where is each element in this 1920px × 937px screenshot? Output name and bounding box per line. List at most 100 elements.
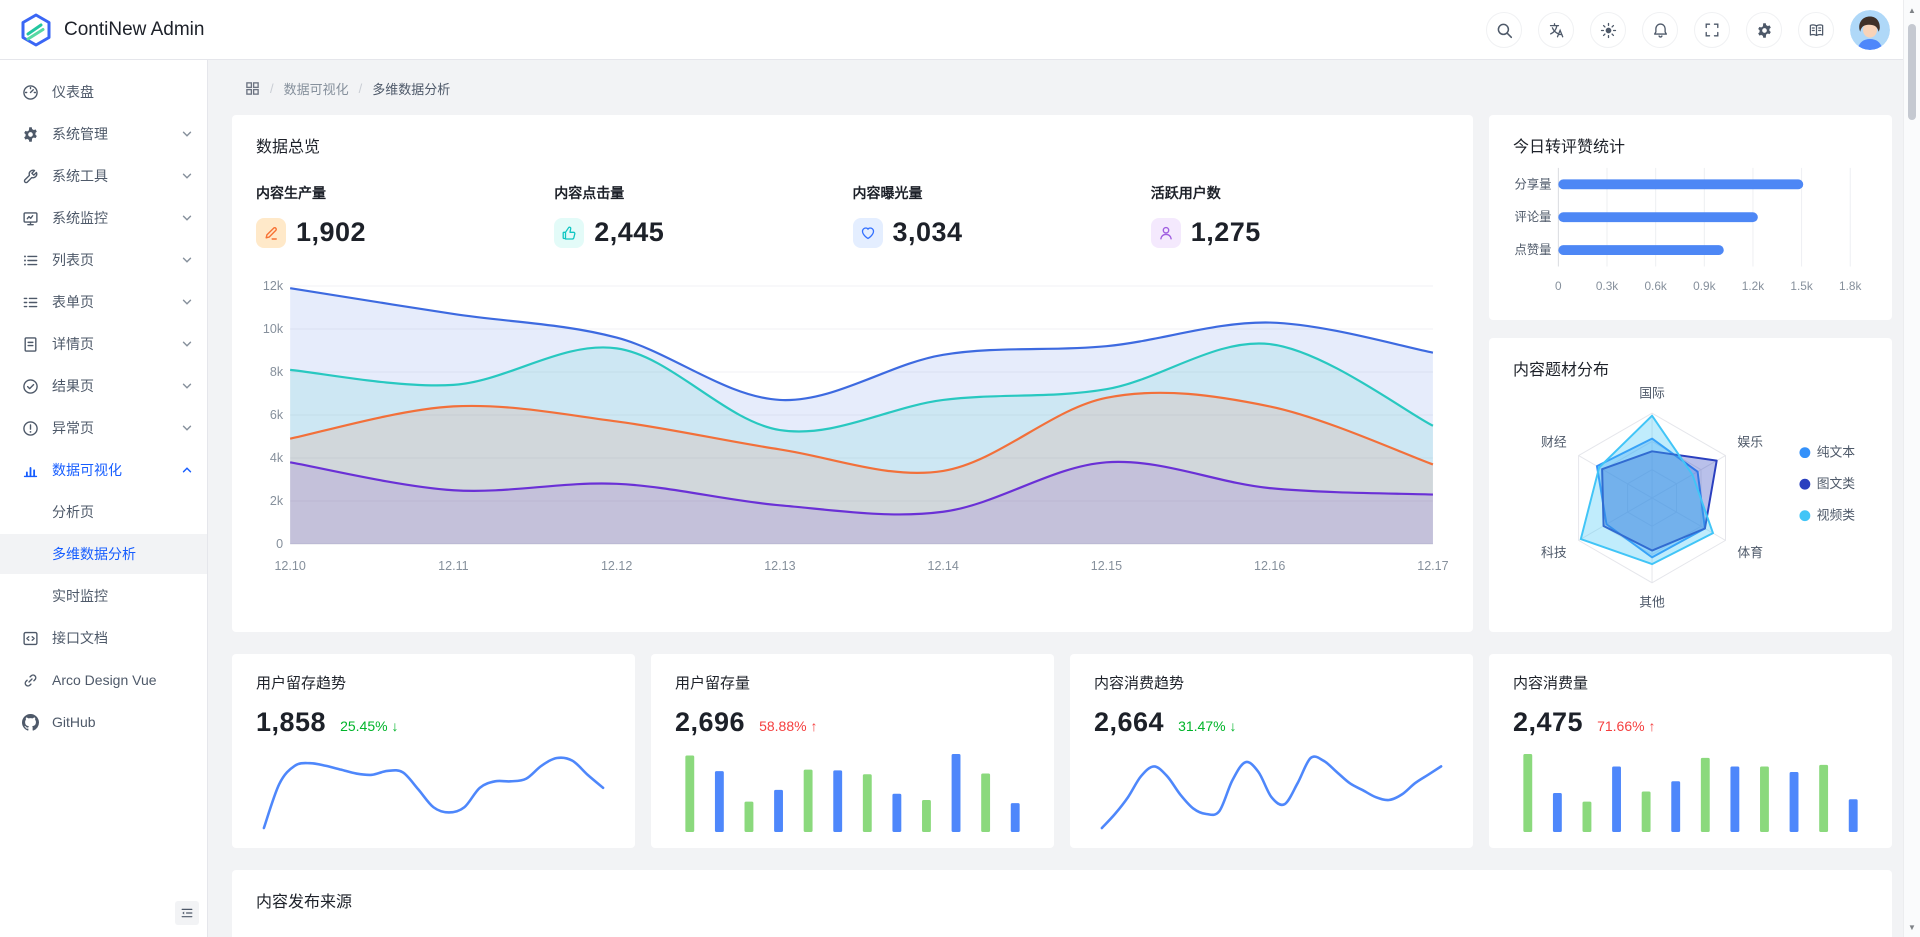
sidebar-item-github[interactable]: GitHub [0,702,207,742]
svg-text:12.14: 12.14 [927,559,958,573]
code-square-icon [22,630,39,647]
svg-text:12.15: 12.15 [1091,559,1122,573]
breadcrumb-item-current: 多维数据分析 [372,81,451,97]
app-header: ContiNew Admin [0,0,1920,60]
breadcrumb-item[interactable]: 数据可视化 [283,81,349,97]
sidebar-item-list-pages[interactable]: 列表页 [0,240,207,280]
sidebar-item-label: 系统监控 [52,210,108,226]
svg-text:6k: 6k [270,408,284,422]
breadcrumb-separator: / [358,80,363,96]
sidebar-item-label: 详情页 [52,336,94,352]
sidebar-item-label: 系统管理 [52,126,108,142]
right-panel: 今日转评赞统计 0 0.3k 0.6k 0.9k 1.2k 1.5k 1.8k 分享量 评论量点… [1489,115,1892,632]
monitor-icon [22,210,39,227]
svg-text:12.16: 12.16 [1254,559,1285,573]
svg-text:图文类: 图文类 [1817,476,1856,491]
kpi-card-retention-volume: 用户留存量 2,696 58.88% ↑ [651,654,1054,848]
sidebar-item-label: 接口文档 [52,630,108,646]
sidebar-item-label: 数据可视化 [52,462,122,478]
scroll-up-arrow[interactable]: ▲ [1908,5,1916,15]
page-scrollbar[interactable]: ▲ ▼ [1903,0,1920,937]
kpi-bar-chart[interactable] [1513,748,1868,836]
sidebar-item-system-monitor[interactable]: 系统监控 [0,198,207,238]
translate-button[interactable] [1538,12,1574,48]
stat-label: 内容生产量 [256,185,326,201]
stat-value: 2,445 [594,217,665,247]
search-button[interactable] [1486,12,1522,48]
form-icon [22,294,39,311]
svg-text:0: 0 [1555,279,1562,293]
scrollbar-thumb[interactable] [1908,24,1916,120]
svg-text:国际: 国际 [1639,385,1665,400]
sidebar-collapse-button[interactable] [175,901,199,925]
kpi-line-chart[interactable] [1094,748,1449,836]
fullscreen-button[interactable] [1694,12,1730,48]
sidebar-item-arco-design-vue[interactable]: Arco Design Vue [0,660,207,700]
kpi-title: 用户留存趋势 [256,675,347,692]
brand[interactable]: ContiNew Admin [0,12,204,48]
chevron-down-icon [181,380,193,392]
kpi-title: 内容消费趋势 [1094,675,1185,692]
fullscreen-icon [1704,22,1720,38]
list-icon [22,252,39,269]
publish-source-card: 内容发布来源 [232,870,1892,937]
apps-grid-icon[interactable] [245,81,260,96]
engagement-stats-card: 今日转评赞统计 0 0.3k 0.6k 0.9k 1.2k 1.5k 1.8k 分享量 评论量点… [1489,115,1892,320]
chevron-down-icon [181,128,193,140]
stat-value: 1,275 [1190,217,1261,247]
sidebar-item-result-pages[interactable]: 结果页 [0,366,207,406]
svg-text:2k: 2k [270,494,284,508]
overview-area-chart[interactable]: 0 2k 4k 6k 8k 10k 12k 12.10 12.11 12.12 12.13 12.14… [256,272,1449,582]
scroll-down-arrow[interactable]: ▼ [1908,922,1916,932]
sidebar-item-data-visualization[interactable]: 数据可视化 [0,450,207,490]
book-icon [1808,22,1825,39]
kpi-card-consumption-volume: 内容消费量 2,475 71.66% ↑ [1489,654,1892,848]
svg-text:0.6k: 0.6k [1644,279,1666,293]
user-icon [1150,217,1181,248]
sidebar-item-exception-pages[interactable]: 异常页 [0,408,207,448]
svg-text:1.8k: 1.8k [1839,279,1861,293]
sidebar-item-form-pages[interactable]: 表单页 [0,282,207,322]
sidebar-item-system-management[interactable]: 系统管理 [0,114,207,154]
header-actions [1486,0,1890,60]
settings-button[interactable] [1746,12,1782,48]
sidebar-item-system-tools[interactable]: 系统工具 [0,156,207,196]
sidebar-item-multidimensional-analysis[interactable]: 多维数据分析 [0,534,207,574]
sidebar-item-label: 仪表盘 [52,84,94,100]
sidebar-item-analysis-page[interactable]: 分析页 [0,492,207,532]
sidebar-item-realtime-monitor[interactable]: 实时监控 [0,576,207,616]
docs-button[interactable] [1798,12,1834,48]
notifications-button[interactable] [1642,12,1678,48]
svg-text:1.5k: 1.5k [1790,279,1812,293]
svg-text:0.9k: 0.9k [1693,279,1715,293]
trend-up-icon: ↑ [810,718,818,734]
svg-text:12.10: 12.10 [274,559,305,573]
kpi-line-chart[interactable] [256,748,611,836]
sidebar-item-label: 列表页 [52,252,94,268]
kpi-title: 内容消费量 [1513,675,1589,692]
svg-text:点赞量: 点赞量 [1515,243,1552,257]
kpi-delta: 58.88% ↑ [759,718,818,734]
svg-text:0.3k: 0.3k [1596,279,1618,293]
github-icon [22,713,39,731]
sidebar-item-detail-pages[interactable]: 详情页 [0,324,207,364]
svg-text:12k: 12k [263,279,284,293]
kpi-bar-chart[interactable] [675,748,1030,836]
theme-button[interactable] [1590,12,1626,48]
sidebar-item-dashboard[interactable]: 仪表盘 [0,72,207,112]
bell-icon [1652,22,1669,39]
bar-chart-icon [22,462,39,479]
stat-value: 1,902 [296,217,367,247]
menu-fold-icon [180,906,194,920]
thumb-up-icon [554,217,585,248]
sidebar-item-api-docs[interactable]: 接口文档 [0,618,207,658]
card-title: 数据总览 [256,139,321,156]
stat-content-production: 内容生产量 1,902 [256,183,554,248]
svg-text:12.11: 12.11 [438,559,468,573]
user-avatar[interactable] [1850,10,1890,50]
kpi-delta: 71.66% ↑ [1597,718,1656,734]
search-icon [1496,22,1513,39]
card-title: 内容发布来源 [256,894,353,911]
